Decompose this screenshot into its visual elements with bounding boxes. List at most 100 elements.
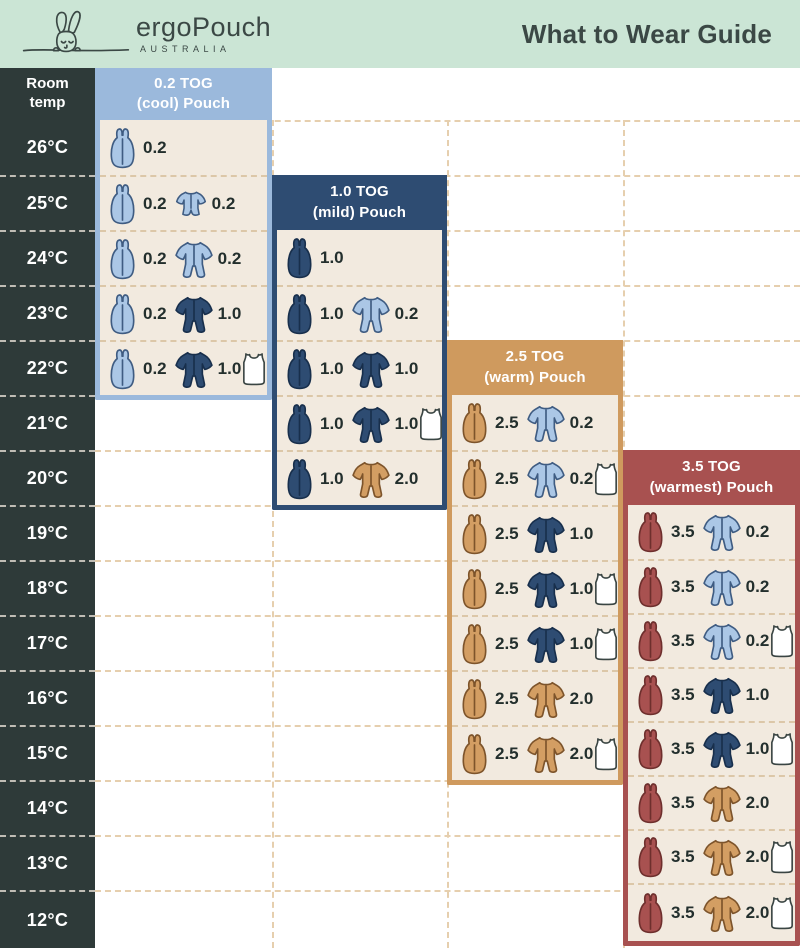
row-1.0tog-21c: 1.0 1.0 — [277, 395, 442, 450]
tog-value: 0.2 — [745, 577, 770, 596]
panel-3-5-tog: 3.5 TOG (warmest) Pouch 3.5 0.2 3.5 0.2 3.5 0… — [623, 450, 800, 946]
tog-value: 2.0 — [569, 743, 594, 763]
red-pouch-icon — [634, 565, 667, 609]
white-singlet-icon — [593, 736, 619, 772]
tan-pouch-icon — [458, 401, 491, 445]
tog-value: 1.0 — [569, 633, 594, 653]
tog-value: 0.2 — [217, 248, 242, 268]
panel-0-2-tog: 0.2 TOG (cool) Pouch 0.2 0.2 0.2 0.2 0.2 0.2 1… — [95, 68, 272, 400]
panel-title-line2: (warm) Pouch — [484, 368, 586, 386]
tog-value: 2.0 — [745, 903, 770, 922]
navy-onesie-icon — [526, 623, 566, 665]
tog-value: 0.2 — [143, 137, 167, 157]
tog-value: 2.0 — [394, 468, 419, 488]
row-3.5tog-13c: 3.5 2.0 — [628, 829, 795, 883]
tog-value: 0.2 — [143, 193, 167, 213]
panel-1-0-tog-header: 1.0 TOG (mild) Pouch — [272, 175, 447, 230]
tog-value: 1.0 — [320, 247, 344, 267]
tan-onesie-icon — [526, 678, 566, 720]
tog-value: 2.0 — [745, 847, 770, 866]
room-temp-24c: 24°C — [0, 230, 95, 285]
tog-value: 1.0 — [217, 303, 242, 323]
tog-value: 3.5 — [671, 847, 695, 866]
navy-onesie-icon — [174, 293, 214, 335]
row-1.0tog-23c: 1.0 0.2 — [277, 285, 442, 340]
tan-pouch-icon — [458, 622, 491, 666]
navy-onesie-icon — [351, 403, 391, 445]
panel-2-5-tog-header: 2.5 TOG (warm) Pouch — [447, 340, 623, 395]
tog-value: 0.2 — [745, 522, 770, 541]
row-2.5tog-18c: 2.5 1.0 — [452, 560, 618, 615]
tog-value: 1.0 — [217, 358, 242, 378]
row-3.5tog-17c: 3.5 0.2 — [628, 613, 795, 667]
tog-value: 1.0 — [745, 685, 770, 704]
row-3.5tog-19c: 3.5 0.2 — [628, 505, 795, 559]
panel-2-5-tog-body: 2.5 0.2 2.5 0.2 2.5 1.0 2.5 1.0 2.5 1.0 2.5 2.0 2.5 2… — [447, 395, 623, 785]
panel-0-2-tog-body: 0.2 0.2 0.2 0.2 0.2 0.2 1.0 0.2 1.0 — [95, 120, 272, 400]
row-1.0tog-20c: 1.0 2.0 — [277, 450, 442, 505]
page-title: What to Wear Guide — [521, 18, 772, 49]
blue-onesie-icon — [351, 293, 391, 335]
rabbit-logo-icon — [22, 10, 130, 53]
navy-pouch-icon — [283, 457, 316, 501]
panel-title-line1: 3.5 TOG — [682, 458, 741, 476]
white-singlet-icon — [593, 571, 619, 607]
tog-value: 1.0 — [394, 413, 419, 433]
tog-value: 1.0 — [320, 303, 344, 323]
tog-value: 0.2 — [745, 631, 770, 650]
panel-3-5-tog-body: 3.5 0.2 3.5 0.2 3.5 0.2 3.5 1.0 3.5 1.0 3.5 2.0 3.5 2… — [623, 505, 800, 946]
brand-logo: ergoPouch AUSTRALIA — [22, 7, 271, 61]
panel-2-5-tog: 2.5 TOG (warm) Pouch 2.5 0.2 2.5 0.2 2.5 1.0 2… — [447, 340, 623, 785]
room-temp-cells: 26°C 25°C 24°C 23°C 22°C 21°C 20°C 19°C 18°C 17°C… — [0, 120, 95, 948]
navy-onesie-icon — [526, 513, 566, 555]
row-0.2tog-25c: 0.2 0.2 — [100, 175, 267, 230]
tog-value: 0.2 — [394, 303, 419, 323]
panel-3-5-tog-header: 3.5 TOG (warmest) Pouch — [623, 450, 800, 505]
blue-romper-icon — [174, 188, 208, 219]
row-3.5tog-15c: 3.5 1.0 — [628, 721, 795, 775]
tog-value: 1.0 — [569, 578, 594, 598]
room-temp-14c: 14°C — [0, 780, 95, 835]
tog-value: 3.5 — [671, 793, 695, 812]
tan-onesie-icon — [702, 836, 742, 878]
room-temp-18c: 18°C — [0, 560, 95, 615]
tan-pouch-icon — [458, 457, 491, 501]
white-singlet-icon — [769, 731, 795, 767]
blue-onesie-icon — [526, 458, 566, 500]
room-temp-21c: 21°C — [0, 395, 95, 450]
room-temp-header-line1: Room — [26, 75, 69, 93]
room-temp-column: Room temp 26°C 25°C 24°C 23°C 22°C 21°C 20°C 19… — [0, 68, 95, 948]
row-0.2tog-22c: 0.2 1.0 — [100, 340, 267, 395]
room-temp-20c: 20°C — [0, 450, 95, 505]
tog-value: 3.5 — [671, 522, 695, 541]
row-0.2tog-24c: 0.2 0.2 — [100, 230, 267, 285]
tog-value: 0.2 — [143, 358, 167, 378]
panel-title-line2: (cool) Pouch — [136, 95, 231, 112]
white-singlet-icon — [593, 626, 619, 662]
row-2.5tog-15c: 2.5 2.0 — [452, 725, 618, 780]
guide-board: Room temp 26°C 25°C 24°C 23°C 22°C 21°C 20°C 19… — [0, 68, 800, 948]
blue-onesie-icon — [702, 566, 742, 608]
row-2.5tog-16c: 2.5 2.0 — [452, 670, 618, 725]
tan-pouch-icon — [458, 512, 491, 556]
tog-value: 2.5 — [495, 578, 519, 598]
row-2.5tog-17c: 2.5 1.0 — [452, 615, 618, 670]
tog-value: 2.5 — [495, 743, 519, 763]
grid-column-line — [272, 120, 274, 948]
navy-onesie-icon — [702, 728, 742, 770]
row-3.5tog-12c: 3.5 2.0 — [628, 883, 795, 941]
panel-1-0-tog: 1.0 TOG (mild) Pouch 1.0 1.0 0.2 1.0 1.0 1.0 1… — [272, 175, 447, 510]
blue-pouch-icon — [106, 126, 139, 170]
red-pouch-icon — [634, 727, 667, 771]
tog-value: 3.5 — [671, 739, 695, 758]
room-temp-26c: 26°C — [26, 137, 69, 157]
row-3.5tog-18c: 3.5 0.2 — [628, 559, 795, 613]
white-singlet-icon — [769, 623, 795, 659]
tog-value: 2.5 — [495, 468, 519, 488]
row-1.0tog-22c: 1.0 1.0 — [277, 340, 442, 395]
tog-value: 1.0 — [320, 413, 344, 433]
row-0.2tog-23c: 0.2 1.0 — [100, 285, 267, 340]
tan-onesie-icon — [526, 733, 566, 775]
room-temp-12c: 12°C — [0, 890, 95, 948]
